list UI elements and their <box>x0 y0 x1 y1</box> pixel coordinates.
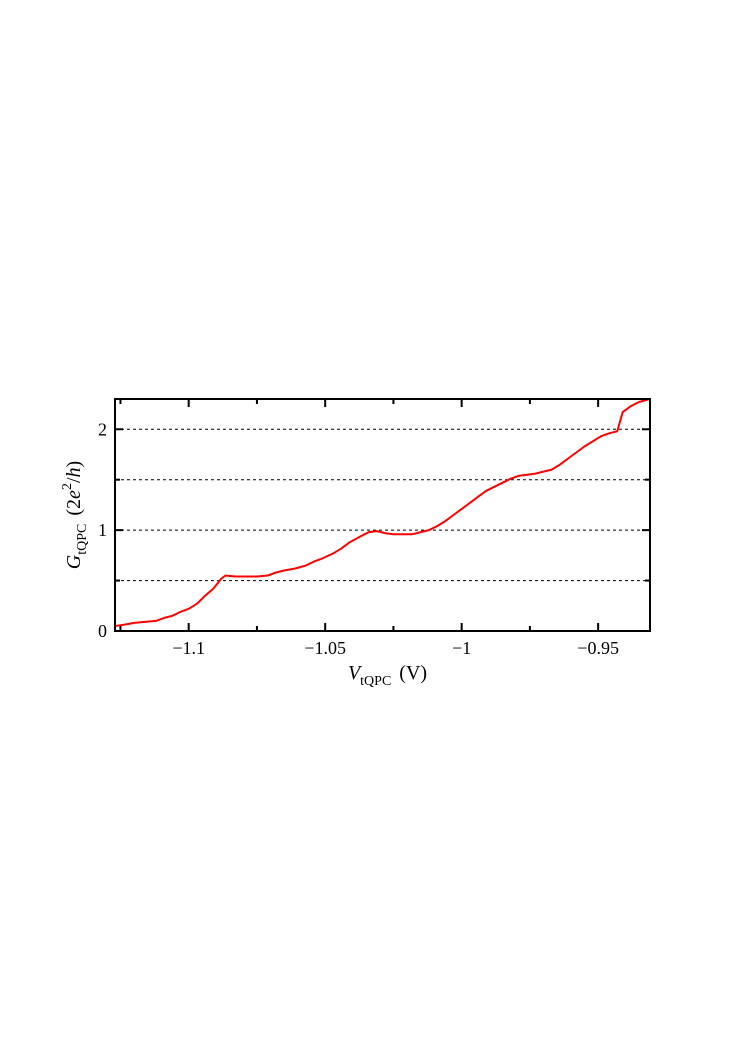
y-axis-label-sub: tQPC <box>75 524 90 555</box>
x-tick-label: −0.95 <box>577 638 619 658</box>
reference-lines <box>115 428 650 582</box>
y-axis-label-unit-slash: / <box>63 477 85 483</box>
x-axis-label-sub: tQPC <box>360 674 391 689</box>
axis-ticks <box>115 399 650 632</box>
y-axis-label-unit-prefix: (2 <box>63 499 85 516</box>
y-tick-label: 1 <box>98 520 107 540</box>
y-tick-labels: 0 1 2 <box>98 419 107 641</box>
data-series <box>115 399 650 627</box>
x-tick-label: −1.1 <box>172 638 205 658</box>
x-tick-label: −1 <box>452 638 471 658</box>
x-tick-labels: −1.1 −1.05 −1 −0.95 <box>172 638 619 658</box>
x-axis-label-unit: (V) <box>399 662 427 684</box>
y-axis-label-unit-h: h <box>63 467 85 477</box>
y-axis-label-unit-e: e <box>63 490 85 499</box>
y-axis-label-unit-exp: 2 <box>60 483 75 490</box>
series-line <box>115 399 650 627</box>
plot-frame <box>114 398 651 632</box>
x-axis-label-main: V <box>348 662 363 684</box>
y-axis-label-unit-suffix: ) <box>63 461 85 468</box>
y-tick-label: 0 <box>98 621 107 641</box>
y-tick-label: 2 <box>98 419 107 439</box>
x-axis-label: VtQPC (V) <box>348 662 427 689</box>
y-axis-label-main: G <box>63 554 85 569</box>
x-tick-label: −1.05 <box>304 638 346 658</box>
y-axis-label: GtQPC (2e2/h) <box>60 461 90 569</box>
